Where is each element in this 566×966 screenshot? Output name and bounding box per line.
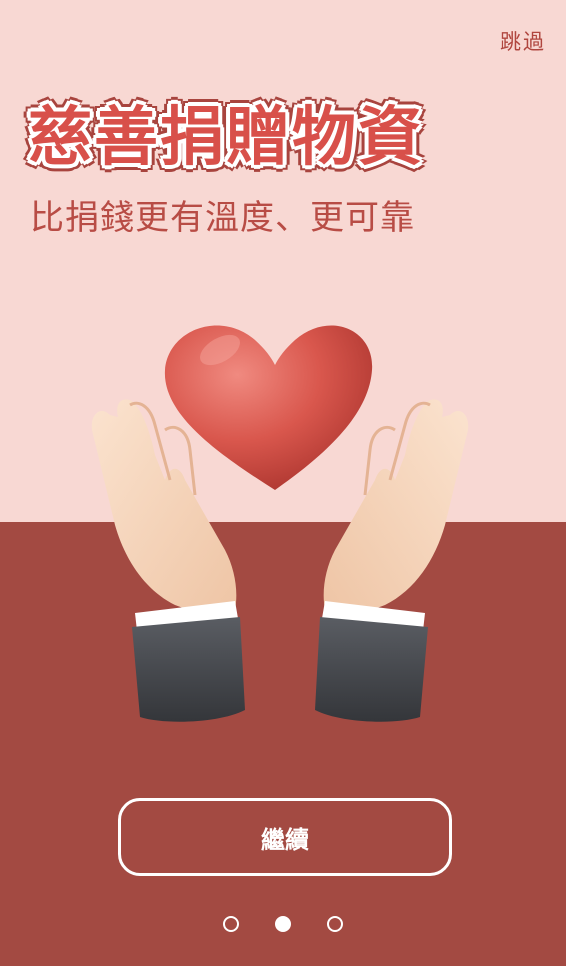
pagination-dots bbox=[0, 916, 566, 932]
skip-button[interactable]: 跳過 bbox=[500, 30, 546, 54]
page-title: 慈善捐贈物資 bbox=[28, 101, 424, 175]
heart-icon bbox=[164, 325, 373, 490]
page-dot-2-active[interactable] bbox=[275, 916, 291, 932]
continue-button[interactable]: 繼續 bbox=[118, 798, 452, 876]
heart-hands-icon bbox=[91, 325, 469, 722]
left-hand-icon bbox=[91, 399, 245, 722]
page-subtitle: 比捐錢更有溫度、更可靠 bbox=[30, 198, 415, 238]
bottom-background bbox=[0, 522, 566, 966]
right-hand-icon bbox=[315, 399, 469, 722]
page-dot-1[interactable] bbox=[223, 916, 239, 932]
page-dot-3[interactable] bbox=[327, 916, 343, 932]
